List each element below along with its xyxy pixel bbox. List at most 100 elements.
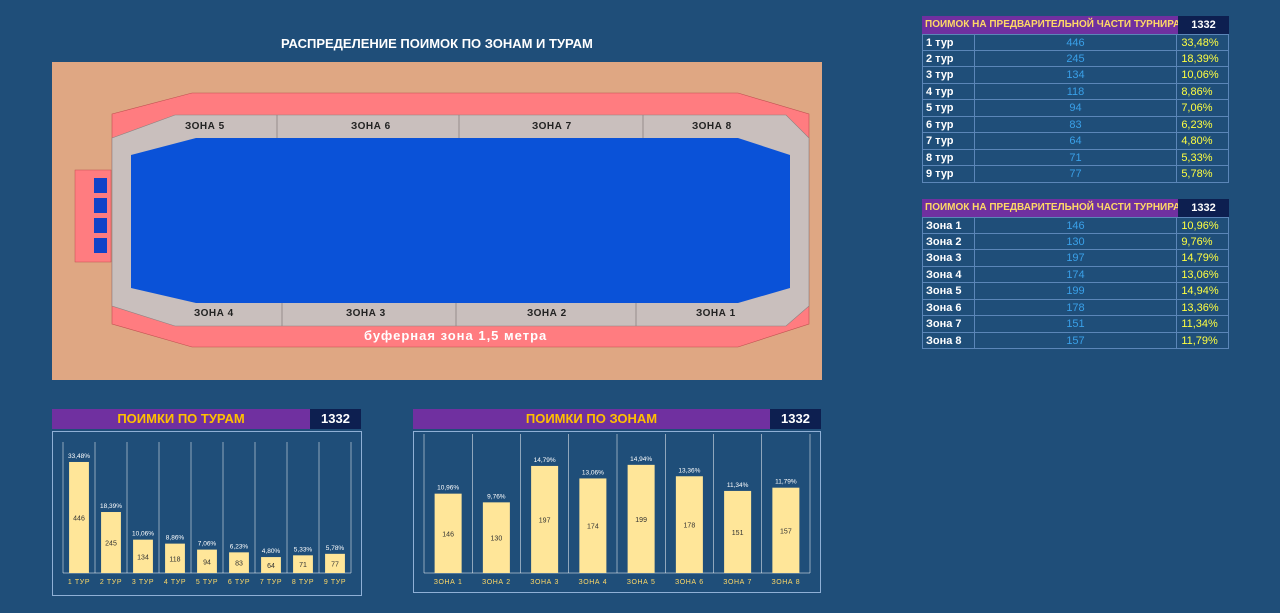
category-label: 9 ТУР [324,579,346,586]
category-label: 2 ТУР [100,579,122,586]
bar-value-label: 178 [684,523,696,530]
row-value: 146 [975,218,1178,233]
table-row: 4 тур 118 8,86% [922,83,1229,100]
row-value: 245 [975,50,1178,66]
tours-chart-total: 1332 [310,409,361,429]
category-label: 1 ТУР [68,579,90,586]
row-percent: 4,80% [1181,135,1213,147]
row-label: 3 тур [923,67,975,83]
row-label: Зона 4 [923,266,975,282]
row-value: 199 [975,283,1178,299]
row-label: 8 тур [923,149,975,165]
row-value: 77 [975,166,1178,182]
row-label: Зона 8 [923,332,975,348]
row-value: 151 [975,316,1178,332]
row-value: 71 [975,149,1178,165]
water [131,138,790,303]
bar-percent-label: 7,06% [198,541,217,548]
table-row: 2 тур 245 18,39% [922,50,1229,67]
bar [69,461,89,573]
dock-seat [94,198,107,213]
pond-diagram [52,62,822,380]
row-percent: 5,78% [1181,168,1213,180]
bar [261,557,281,573]
bar [579,478,607,573]
tours-chart-svg: 446 33,48% 1 ТУР 245 18,39% 2 ТУР 134 10,06% 3 Т… [62,442,352,586]
row-label: 1 тур [923,35,975,50]
table-row: 1 тур 446 33,48% [922,34,1229,51]
bar-value-label: 77 [331,561,339,568]
row-label: 9 тур [923,166,975,182]
zone-label-2: ЗОНА 2 [527,308,567,319]
row-percent: 9,76% [1181,235,1213,248]
bar-percent-label: 10,96% [437,485,459,492]
bar-value-label: 197 [539,517,551,524]
tours-table-total: 1332 [1178,16,1229,34]
table-row: Зона 6 178 13,36% [922,299,1229,316]
dock-seat [94,218,107,233]
bar-percent-label: 6,23% [230,543,249,550]
row-percent: 14,94% [1181,285,1219,297]
tours-table-body: 1 тур 446 33,48% 2 тур 245 18,39% 3 тур 134 10,0… [922,34,1229,183]
zone-label-1: ЗОНА 1 [696,308,736,319]
tours-chart-title: ПОИМКИ ПО ТУРАМ [52,409,310,429]
row-percent: 7,06% [1181,102,1213,114]
category-label: 5 ТУР [196,579,218,586]
bar [434,493,462,573]
row-percent: 14,79% [1181,252,1219,264]
bar [165,543,185,573]
bar-value-label: 118 [169,556,180,563]
row-percent: 5,33% [1181,151,1213,164]
zones-table-header: ПОИМОК НА ПРЕДВАРИТЕЛЬНОЙ ЧАСТИ ТУРНИРА … [922,199,1229,217]
bar-value-label: 146 [442,531,454,538]
row-percent: 18,39% [1181,52,1219,65]
tours-chart-header: ПОИМКИ ПО ТУРАМ 1332 [52,409,361,429]
row-label: Зона 5 [923,283,975,299]
tours-table: ПОИМОК НА ПРЕДВАРИТЕЛЬНОЙ ЧАСТИ ТУРНИРА … [922,16,1229,183]
zones-chart-header: ПОИМКИ ПО ЗОНАМ 1332 [413,409,821,429]
bar-value-label: 71 [299,562,307,569]
zone-label-3: ЗОНА 3 [346,308,386,319]
category-label: ЗОНА 7 [723,579,752,586]
bar-value-label: 157 [780,528,792,535]
bar-percent-label: 13,06% [582,469,604,476]
row-value: 157 [975,332,1178,348]
bar-percent-label: 10,06% [132,531,154,538]
row-percent: 10,96% [1181,220,1219,232]
bar-value-label: 94 [203,559,211,566]
bar-value-label: 245 [105,541,117,548]
row-value: 118 [975,83,1178,99]
row-percent: 11,79% [1181,334,1218,347]
bar-percent-label: 11,79% [775,479,797,486]
zone-label-7: ЗОНА 7 [532,121,572,132]
bar-value-label: 174 [587,524,599,531]
table-row: Зона 3 197 14,79% [922,250,1229,267]
bar [101,512,121,573]
bar-percent-label: 14,94% [630,456,652,463]
bar-percent-label: 11,34% [727,482,749,489]
bar [133,539,153,573]
bar-percent-label: 33,48% [68,453,90,460]
table-row: 8 тур 71 5,33% [922,149,1229,166]
bar-value-label: 446 [73,515,85,522]
row-label: 2 тур [923,50,975,66]
buffer-zone-label: буферная зона 1,5 метра [364,328,548,343]
tours-table-title: ПОИМОК НА ПРЕДВАРИТЕЛЬНОЙ ЧАСТИ ТУРНИРА [922,16,1180,34]
bar-percent-label: 13,36% [678,467,700,474]
page-title: РАСПРЕДЕЛЕНИЕ ПОИМОК ПО ЗОНАМ И ТУРАМ [281,36,593,51]
category-label: 3 ТУР [132,579,154,586]
table-row: Зона 2 130 9,76% [922,233,1229,250]
dock-seat [94,238,107,253]
bar-percent-label: 5,78% [326,545,345,552]
row-label: Зона 1 [923,218,975,233]
row-percent: 33,48% [1181,37,1219,49]
row-percent: 10,06% [1181,69,1219,81]
bar [724,490,752,573]
bar [482,502,510,573]
bar [627,464,655,573]
table-row: Зона 4 174 13,06% [922,266,1229,283]
row-percent: 11,34% [1181,318,1218,330]
row-label: 5 тур [923,100,975,116]
bar-percent-label: 5,33% [294,546,313,553]
pond-scheme: ЗОНА 5 ЗОНА 6 ЗОНА 7 ЗОНА 8 ЗОНА 4 ЗОНА … [52,62,822,380]
